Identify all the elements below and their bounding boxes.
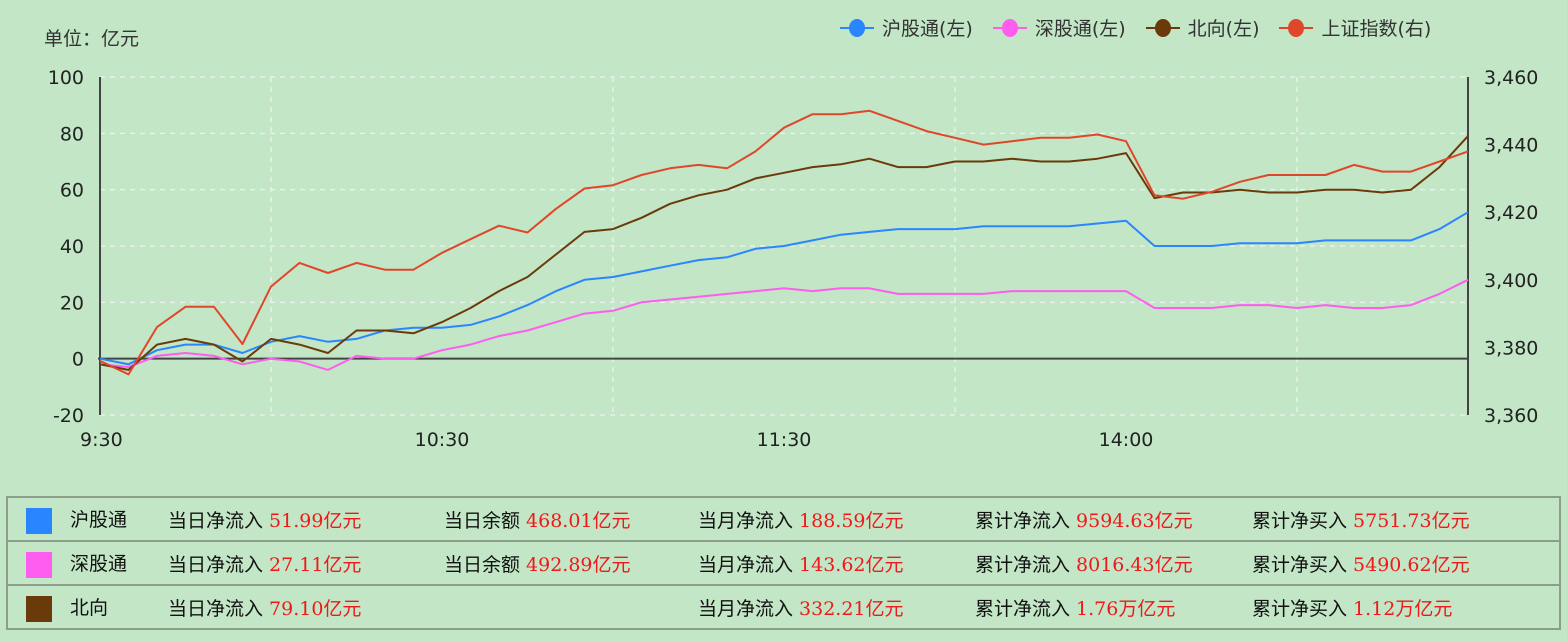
flow-summary-table: 沪股通 当日净流入 51.99亿元 当日余额 468.01亿元 当月净流入 188.5… xyxy=(6,496,1561,630)
x-axis-tick: 10:30 xyxy=(415,429,470,451)
left-axis-tick: 0 xyxy=(72,349,84,371)
cell-label: 累计净买入 xyxy=(1252,509,1348,532)
axes: 100 80 60 40 20 0 -20 3,460 3,440 3,420 3,400 3,380… xyxy=(48,67,1539,451)
right-axis-tick: 3,360 xyxy=(1484,405,1538,427)
cell-label: 累计净买入 xyxy=(1252,597,1348,620)
row-name: 北向 xyxy=(70,596,109,619)
legend-item-hgt[interactable]: 沪股通(左) xyxy=(840,14,973,41)
series-line xyxy=(99,135,1469,371)
legend-label: 沪股通(左) xyxy=(882,18,973,40)
legend-label: 北向(左) xyxy=(1187,18,1260,40)
cell-value: 468.01亿元 xyxy=(526,509,631,532)
series-lines xyxy=(99,109,1469,376)
cell-label: 累计净买入 xyxy=(1252,553,1348,576)
legend-item-shindex[interactable]: 上证指数(右) xyxy=(1279,14,1431,41)
right-axis-tick: 3,420 xyxy=(1484,202,1538,224)
left-axis-tick: 60 xyxy=(60,180,84,202)
cell-value: 8016.43亿元 xyxy=(1076,553,1193,576)
cell-value: 9594.63亿元 xyxy=(1076,509,1193,532)
color-swatch xyxy=(26,551,52,578)
cell-label: 当月净流入 xyxy=(698,553,794,576)
x-axis-tick: 11:30 xyxy=(757,429,812,451)
series-line xyxy=(99,278,1469,371)
cell-label: 当日净流入 xyxy=(168,509,264,532)
legend-dot xyxy=(1001,18,1018,37)
right-axis-tick: 3,440 xyxy=(1484,135,1538,157)
line-chart: 100 80 60 40 20 0 -20 3,460 3,440 3,420 3,400 3,380… xyxy=(48,67,1539,451)
cell-value: 143.62亿元 xyxy=(799,553,904,576)
cell-label: 当日净流入 xyxy=(168,553,264,576)
cell-value: 5490.62亿元 xyxy=(1353,553,1470,576)
legend-label: 深股通(左) xyxy=(1034,18,1126,40)
legend-marker-icon xyxy=(1145,18,1180,37)
cell-value: 27.11亿元 xyxy=(269,553,362,576)
cell-label: 累计净流入 xyxy=(975,553,1071,576)
x-axis-tick: 14:00 xyxy=(1099,429,1154,451)
right-axis-tick: 3,460 xyxy=(1484,67,1538,89)
left-axis-tick: 100 xyxy=(48,67,84,89)
left-axis-tick: 20 xyxy=(60,292,84,314)
cell-value: 5751.73亿元 xyxy=(1353,509,1470,532)
row-name: 深股通 xyxy=(70,552,128,575)
left-axis-tick: 80 xyxy=(60,123,84,145)
row-name: 沪股通 xyxy=(70,508,128,531)
x-axis-tick: 9:30 xyxy=(80,429,123,451)
unit-label: 单位：亿元 xyxy=(44,28,140,50)
legend-item-north[interactable]: 北向(左) xyxy=(1145,14,1260,41)
legend-label: 上证指数(右) xyxy=(1321,18,1432,40)
table-row-sgt: 深股通 当日净流入 27.11亿元 当日余额 492.89亿元 当月净流入 143.6… xyxy=(7,540,1560,586)
cell-value: 188.59亿元 xyxy=(799,509,904,532)
cell-value: 1.12万亿元 xyxy=(1353,597,1453,620)
right-axis-tick: 3,400 xyxy=(1484,270,1538,292)
cell-value: 79.10亿元 xyxy=(269,597,362,620)
cell-label: 累计净流入 xyxy=(975,509,1071,532)
legend-marker-icon xyxy=(840,18,874,37)
cell-value: 51.99亿元 xyxy=(269,509,362,532)
cell-value: 332.21亿元 xyxy=(799,597,904,620)
legend-dot xyxy=(1288,18,1305,37)
left-axis-tick: 40 xyxy=(60,236,84,258)
legend-dot xyxy=(849,18,865,37)
legend-marker-icon xyxy=(992,18,1027,37)
cell-label: 当月净流入 xyxy=(698,509,794,532)
cell-label: 当日净流入 xyxy=(168,597,264,620)
right-axis-tick: 3,380 xyxy=(1484,337,1538,359)
chart-legend: 沪股通(左) 深股通(左) 北向(左) 上证指数(右) xyxy=(840,14,1451,41)
color-swatch xyxy=(26,507,52,534)
series-line xyxy=(99,109,1469,376)
cell-label: 当日余额 xyxy=(444,553,521,576)
series-line xyxy=(99,211,1469,366)
legend-dot xyxy=(1154,18,1171,37)
legend-marker-icon xyxy=(1279,18,1314,37)
table-row-north: 北向 当日净流入 79.10亿元 当月净流入 332.21亿元 累计净流入 1.76万… xyxy=(7,584,1560,630)
cell-label: 当日余额 xyxy=(444,509,521,532)
cell-value: 1.76万亿元 xyxy=(1076,597,1176,620)
left-axis-tick: -20 xyxy=(53,405,84,427)
table-row-hgt: 沪股通 当日净流入 51.99亿元 当日余额 468.01亿元 当月净流入 188.5… xyxy=(7,496,1560,542)
color-swatch xyxy=(26,595,52,622)
cell-label: 当月净流入 xyxy=(698,597,794,620)
cell-label: 累计净流入 xyxy=(975,597,1071,620)
legend-item-sgt[interactable]: 深股通(左) xyxy=(992,14,1126,41)
cell-value: 492.89亿元 xyxy=(526,553,631,576)
